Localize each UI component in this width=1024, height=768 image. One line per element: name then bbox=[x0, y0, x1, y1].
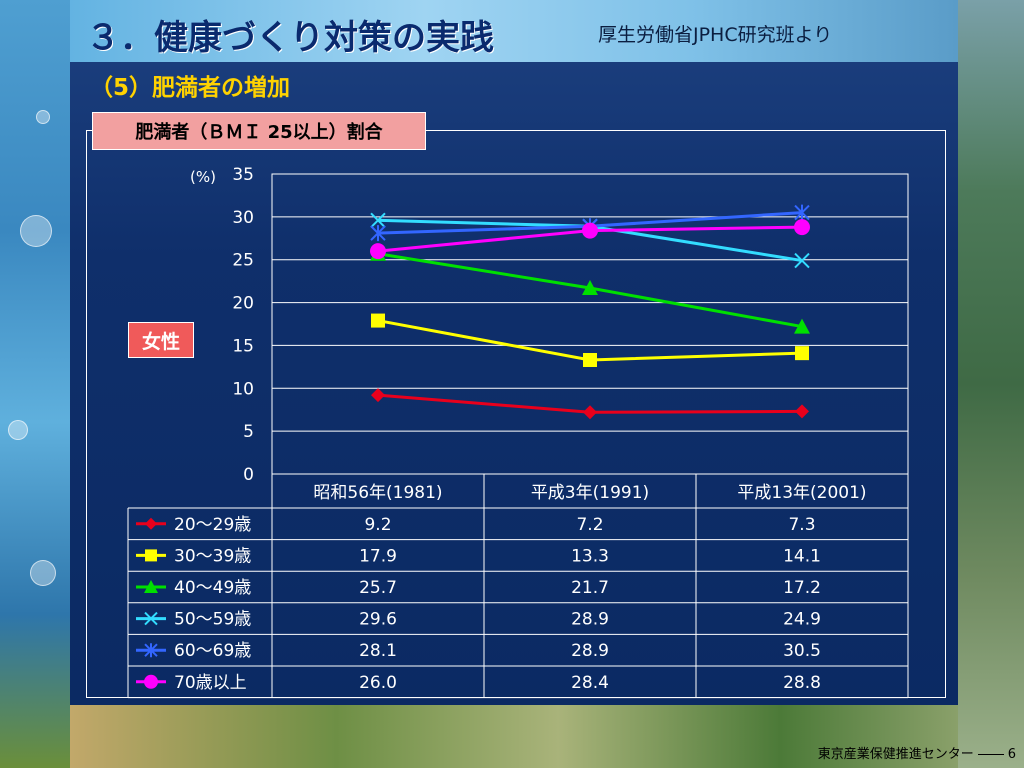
data-point bbox=[370, 225, 386, 242]
data-label: 17.2 bbox=[783, 578, 821, 598]
data-label: 26.0 bbox=[359, 673, 397, 693]
data-point bbox=[583, 353, 597, 367]
y-tick-label: 30 bbox=[232, 208, 254, 228]
y-tick-label: 15 bbox=[232, 336, 254, 356]
data-label: 28.9 bbox=[571, 641, 609, 661]
data-label: 13.3 bbox=[571, 546, 609, 566]
y-tick-label: 5 bbox=[243, 422, 254, 442]
data-point bbox=[144, 611, 158, 626]
source-note: 厚生労働省JPHC研究班より bbox=[598, 24, 833, 46]
data-label: 28.4 bbox=[571, 673, 609, 693]
data-point bbox=[145, 549, 157, 562]
data-label: 28.9 bbox=[571, 610, 609, 630]
water-drop-icon bbox=[20, 215, 52, 247]
data-label: 24.9 bbox=[783, 610, 821, 630]
data-point bbox=[582, 280, 598, 295]
page-number: 6 bbox=[1007, 747, 1016, 762]
legend-label: 50～59歳 bbox=[174, 610, 251, 630]
legend-label: 70歳以上 bbox=[174, 673, 247, 693]
data-label: 21.7 bbox=[571, 578, 609, 598]
data-point bbox=[795, 404, 809, 419]
data-label: 9.2 bbox=[364, 515, 391, 535]
background-left-decoration bbox=[0, 0, 70, 768]
data-point bbox=[583, 405, 597, 420]
data-label: 17.9 bbox=[359, 546, 397, 566]
gender-badge: 女性 bbox=[128, 322, 194, 358]
y-tick-label: 35 bbox=[232, 165, 254, 185]
water-drop-icon bbox=[8, 420, 28, 440]
legend-label: 30～39歳 bbox=[174, 546, 251, 566]
footer-org: 東京産業保健推進センター bbox=[817, 747, 974, 762]
content-panel bbox=[70, 62, 958, 705]
data-point bbox=[794, 204, 810, 221]
x-tick-label: 平成3年(1991) bbox=[531, 483, 649, 503]
legend-label: 40～49歳 bbox=[174, 578, 251, 598]
background-top-decoration bbox=[70, 0, 958, 62]
y-tick-label: 20 bbox=[232, 294, 254, 314]
data-label: 14.1 bbox=[783, 546, 821, 566]
data-point bbox=[145, 517, 157, 530]
chart-heading: 肥満者（ＢＭＩ 25以上）割合 bbox=[92, 112, 426, 150]
x-tick-label: 昭和56年(1981) bbox=[313, 483, 442, 503]
data-point bbox=[370, 212, 386, 228]
data-point bbox=[144, 643, 158, 658]
y-tick-label: 25 bbox=[232, 251, 254, 271]
section-subtitle: （5）肥満者の増加 bbox=[90, 75, 291, 101]
y-tick-label: 10 bbox=[232, 379, 254, 399]
data-label: 28.8 bbox=[783, 673, 821, 693]
data-point bbox=[370, 243, 386, 260]
data-point bbox=[794, 318, 810, 334]
data-point bbox=[371, 313, 385, 328]
water-drop-icon bbox=[36, 110, 50, 124]
legend-label: 20～29歳 bbox=[174, 515, 251, 535]
data-point bbox=[144, 674, 158, 689]
footer: 東京産業保健推進センター 6 bbox=[818, 743, 1016, 762]
data-label: 7.3 bbox=[788, 515, 815, 535]
data-label: 28.1 bbox=[359, 641, 397, 661]
plot-area bbox=[271, 173, 909, 475]
data-label: 30.5 bbox=[783, 641, 821, 661]
data-label: 7.2 bbox=[576, 515, 603, 535]
legend-label: 60～69歳 bbox=[174, 641, 251, 661]
slide-title: ３．健康づくり対策の実践 bbox=[86, 18, 494, 58]
data-point bbox=[794, 252, 810, 269]
background-bottom-decoration bbox=[70, 705, 958, 768]
data-label: 29.6 bbox=[359, 610, 397, 630]
background-right-decoration bbox=[958, 0, 1024, 768]
y-axis-label: (%) bbox=[190, 168, 216, 186]
y-tick-label: 0 bbox=[243, 465, 254, 485]
data-point bbox=[144, 580, 158, 593]
footer-divider bbox=[977, 754, 1004, 755]
data-point bbox=[795, 346, 809, 361]
water-drop-icon bbox=[30, 560, 56, 586]
data-point bbox=[582, 222, 598, 239]
data-point bbox=[371, 388, 385, 403]
data-label: 25.7 bbox=[359, 578, 397, 598]
x-tick-label: 平成13年(2001) bbox=[737, 483, 866, 503]
data-point bbox=[794, 219, 810, 236]
